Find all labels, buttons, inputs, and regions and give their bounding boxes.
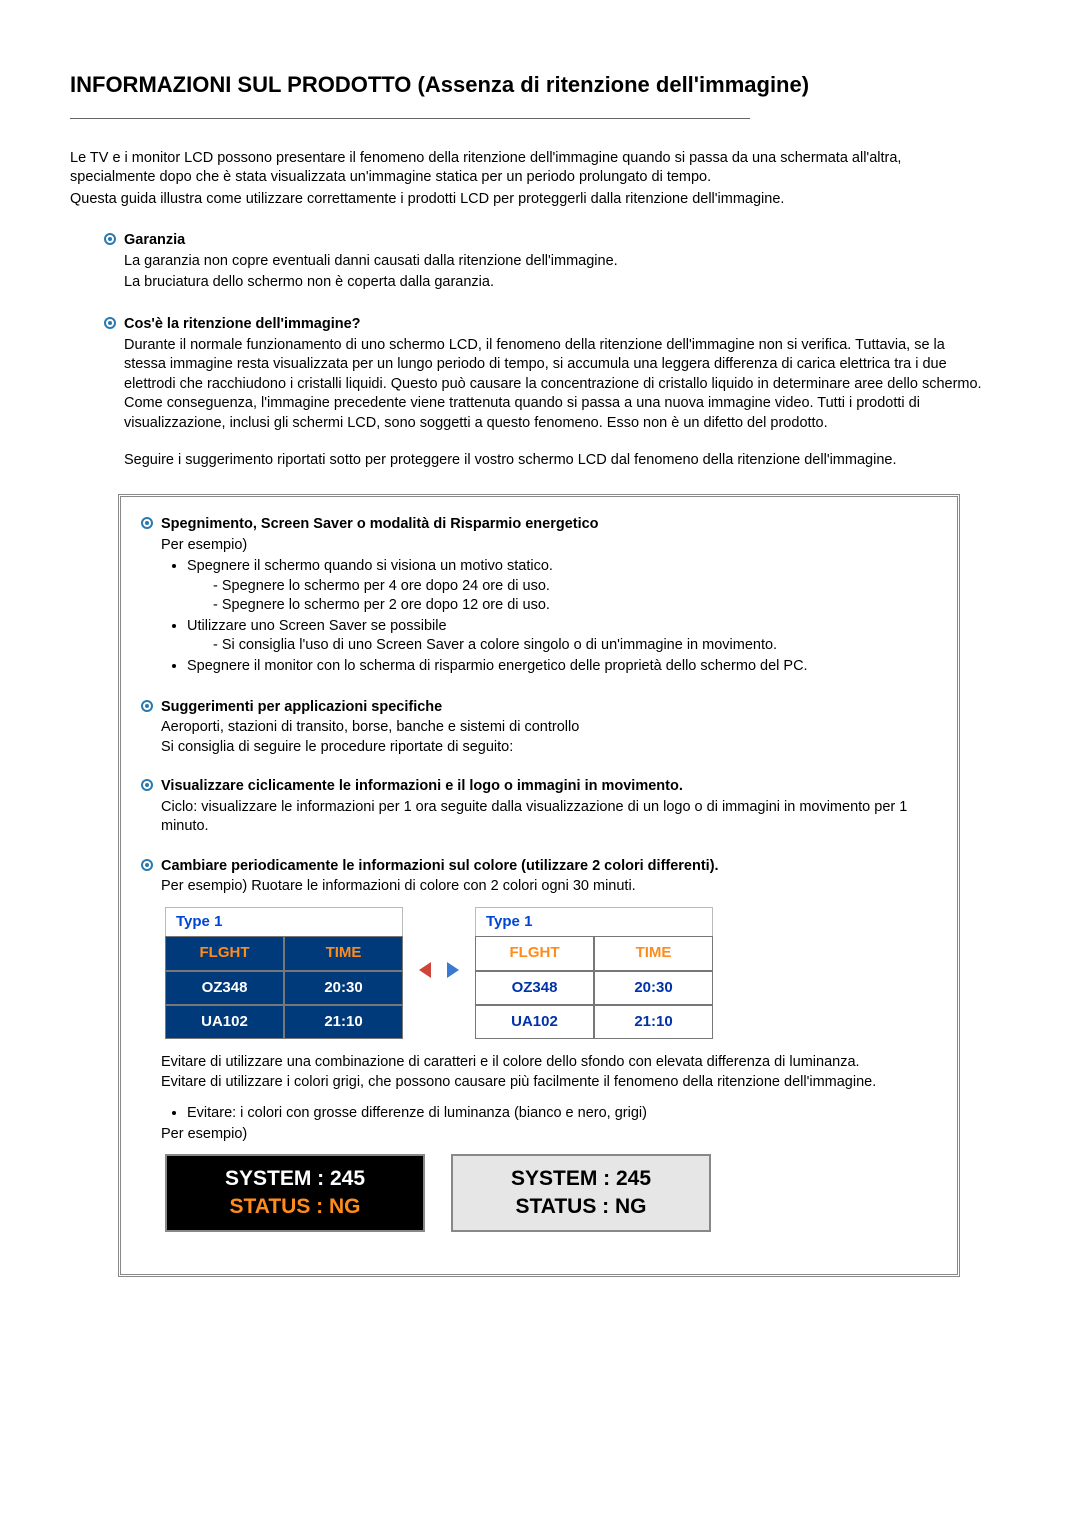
s4-body: Per esempio) Ruotare le informazioni di … [161, 877, 937, 897]
page-title: INFORMAZIONI SUL PRODOTTO (Assenza di ri… [70, 70, 1010, 100]
s1-b2: Utilizzare uno Screen Saver se possibile… [187, 617, 937, 656]
box-s1: Spegnimento, Screen Saver o modalità di … [141, 515, 937, 678]
s3-title: Visualizzare ciclicamente le informazion… [161, 777, 937, 797]
type-label: Type 1 [475, 907, 713, 936]
bullet-icon [141, 857, 161, 871]
td: UA102 [475, 1005, 594, 1039]
s1-title: Spegnimento, Screen Saver o modalità di … [161, 515, 937, 535]
status-examples: SYSTEM : 245 STATUS : NG SYSTEM : 245 ST… [165, 1154, 937, 1232]
td: 21:10 [594, 1005, 713, 1039]
bullet-icon [141, 698, 161, 712]
td: 21:10 [284, 1005, 403, 1039]
td: OZ348 [475, 971, 594, 1005]
warranty-l2: La bruciatura dello schermo non è copert… [124, 273, 990, 293]
box-s2: Suggerimenti per applicazioni specifiche… [141, 698, 937, 758]
status-l1: SYSTEM : 245 [511, 1165, 651, 1193]
s1-b2a: - Si consiglia l'uso di uno Screen Saver… [187, 636, 937, 656]
s2-l2: Si consiglia di seguire le procedure rip… [161, 738, 937, 758]
intro-p1: Le TV e i monitor LCD possono presentare… [70, 149, 970, 188]
s4-title: Cambiare periodicamente le informazioni … [161, 857, 937, 877]
divider [70, 118, 750, 119]
s2-l1: Aeroporti, stazioni di transito, borse, … [161, 718, 937, 738]
s1-b1a: - Spegnere lo schermo per 4 ore dopo 24 … [187, 577, 937, 597]
intro-block: Le TV e i monitor LCD possono presentare… [70, 149, 970, 210]
warranty-l1: La garanzia non copre eventuali danni ca… [124, 252, 990, 272]
section-whatis: Cos'è la ritenzione dell'immagine? Duran… [70, 315, 990, 472]
th-flight: FLGHT [475, 936, 594, 970]
avoid-p2: Evitare di utilizzare i colori grigi, ch… [161, 1073, 937, 1093]
s1-example: Per esempio) [161, 536, 937, 556]
box-s3: Visualizzare ciclicamente le informazion… [141, 777, 937, 837]
td: 20:30 [284, 971, 403, 1005]
status-l1: SYSTEM : 245 [225, 1165, 365, 1193]
warranty-title: Garanzia [124, 231, 990, 251]
status-box-gray: SYSTEM : 245 STATUS : NG [451, 1154, 711, 1232]
bullet-icon [141, 777, 161, 791]
th-flight: FLGHT [165, 936, 284, 970]
section-warranty: Garanzia La garanzia non copre eventuali… [70, 231, 990, 293]
s3-body: Ciclo: visualizzare le informazioni per … [161, 798, 937, 837]
avoid-b1: Evitare: i colori con grosse differenze … [187, 1104, 937, 1124]
s1-b3: Spegnere il monitor con lo scherma di ri… [187, 657, 937, 677]
th-time: TIME [284, 936, 403, 970]
status-box-dark: SYSTEM : 245 STATUS : NG [165, 1154, 425, 1232]
th-time: TIME [594, 936, 713, 970]
guidance-box: Spegnimento, Screen Saver o modalità di … [118, 494, 960, 1277]
flight-table-type1-light: Type 1 FLGHTTIME OZ34820:30 UA10221:10 [475, 907, 713, 1039]
bullet-icon [104, 315, 124, 329]
whatis-title: Cos'è la ritenzione dell'immagine? [124, 315, 990, 335]
bullet-icon [141, 515, 161, 529]
whatis-follow: Seguire i suggerimento riportati sotto p… [124, 451, 990, 471]
flight-table-type1-dark: Type 1 FLGHTTIME OZ34820:30 UA10221:10 [165, 907, 403, 1039]
s2-title: Suggerimenti per applicazioni specifiche [161, 698, 937, 718]
whatis-body: Durante il normale funzionamento di uno … [124, 336, 990, 434]
box-s4: Cambiare periodicamente le informazioni … [141, 857, 937, 1232]
td: UA102 [165, 1005, 284, 1039]
s1-b1b: - Spegnere lo schermo per 2 ore dopo 12 … [187, 596, 937, 616]
td: OZ348 [165, 971, 284, 1005]
td: 20:30 [594, 971, 713, 1005]
avoid-p1: Evitare di utilizzare una combinazione d… [161, 1053, 937, 1073]
status-l2: STATUS : NG [229, 1193, 360, 1221]
intro-p2: Questa guida illustra come utilizzare co… [70, 190, 970, 210]
s1-b1: Spegnere il schermo quando si visiona un… [187, 557, 937, 616]
type-label: Type 1 [165, 907, 403, 936]
bullet-icon [104, 231, 124, 245]
avoid-ex: Per esempio) [161, 1125, 937, 1145]
status-l2: STATUS : NG [515, 1193, 646, 1221]
flight-tables: Type 1 FLGHTTIME OZ34820:30 UA10221:10 T… [165, 907, 937, 1039]
swap-arrows-icon [417, 958, 461, 989]
